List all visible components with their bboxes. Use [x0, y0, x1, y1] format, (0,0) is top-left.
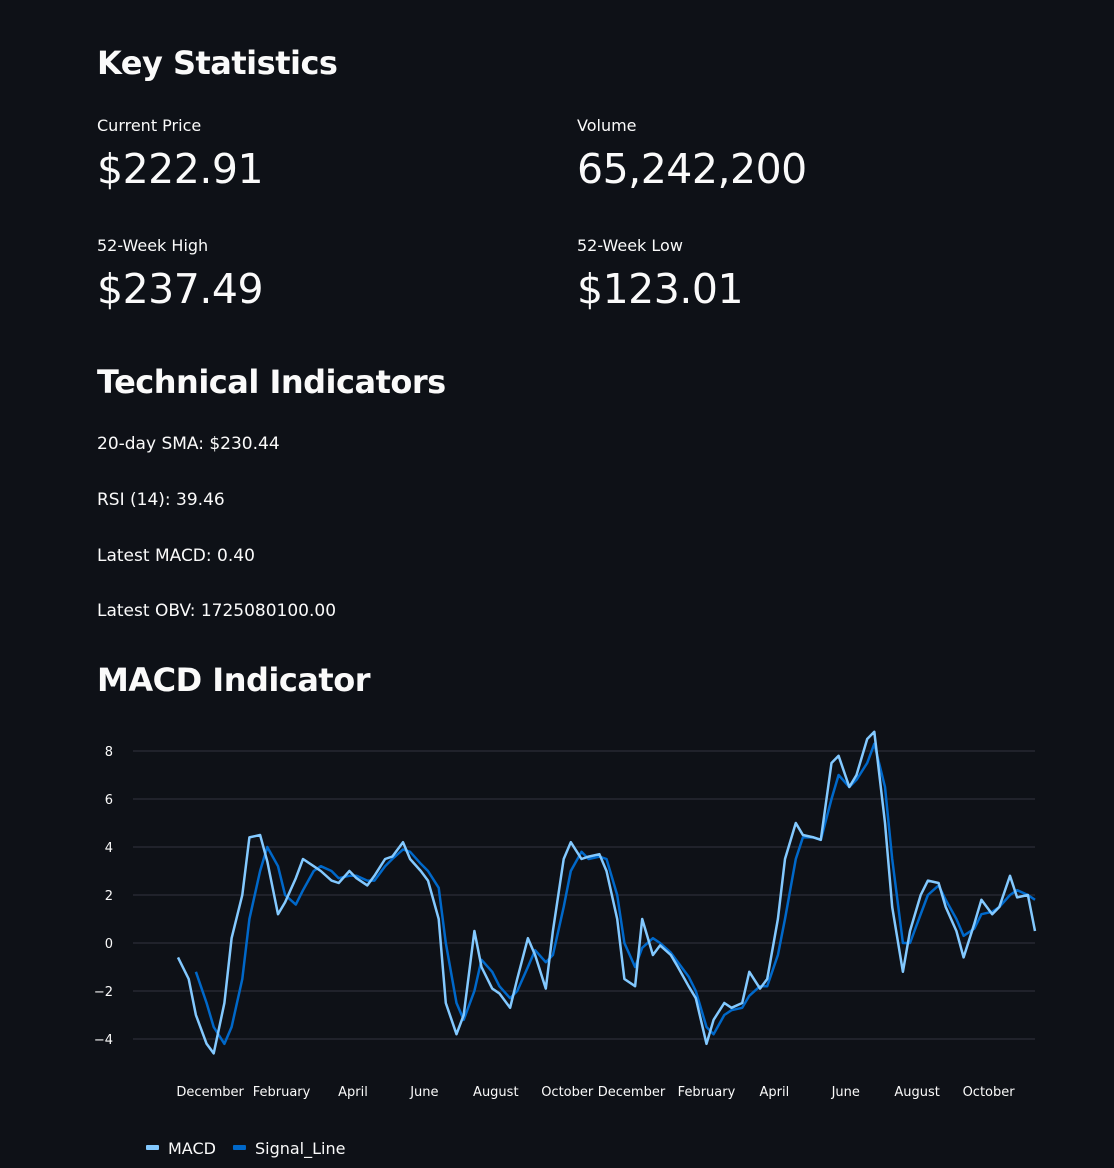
metric-volume: Volume 65,242,200 [577, 116, 807, 193]
indicator-macd: Latest MACD: 0.40 [97, 546, 255, 566]
metric-value: $222.91 [97, 145, 264, 193]
y-tick-label: 8 [105, 745, 113, 760]
legend-item-macd[interactable]: MACD [146, 1139, 216, 1158]
legend-item-signal-line[interactable]: Signal_Line [232, 1139, 346, 1159]
metric-52-week-high: 52-Week High $237.49 [97, 236, 264, 313]
x-tick-label: February [253, 1085, 311, 1100]
y-tick-label: 4 [105, 841, 113, 856]
y-tick-label: 0 [105, 937, 113, 952]
x-tick-label: December [176, 1085, 244, 1100]
metric-value: $123.01 [577, 265, 744, 313]
metric-value: $237.49 [97, 265, 264, 313]
series-line-macd [176, 730, 1037, 1055]
indicator-obv: Latest OBV: 1725080100.00 [97, 601, 337, 621]
x-axis-ticks: December February April June August October De… [176, 1085, 1015, 1100]
chart-gridlines [133, 750, 1035, 1040]
indicator-rsi: RSI (14): 39.46 [97, 490, 225, 510]
macd-indicator-heading: MACD Indicator [97, 661, 370, 699]
x-tick-label: October [541, 1085, 594, 1100]
x-tick-label: February [678, 1085, 736, 1100]
key-statistics-heading: Key Statistics [97, 44, 338, 82]
indicator-sma: 20-day SMA: $230.44 [97, 434, 280, 454]
legend-label: Signal_Line [255, 1139, 346, 1159]
x-tick-label: December [598, 1085, 666, 1100]
metric-label: Volume [577, 116, 637, 135]
y-tick-label: 6 [105, 793, 113, 808]
legend-label: MACD [168, 1139, 216, 1158]
x-tick-label: June [831, 1085, 860, 1100]
metric-label: 52-Week Low [577, 236, 683, 255]
metric-current-price: Current Price $222.91 [97, 116, 264, 193]
x-tick-label: June [409, 1085, 438, 1100]
y-axis-ticks: −4 −2 0 2 4 6 8 [94, 745, 113, 1048]
metric-label: Current Price [97, 116, 202, 135]
metric-52-week-low: 52-Week Low $123.01 [577, 236, 744, 313]
chart-legend[interactable]: MACD Signal_Line [146, 1139, 345, 1159]
x-tick-label: April [759, 1085, 789, 1100]
metric-label: 52-Week High [97, 236, 209, 255]
series-line-signal-line [194, 742, 1036, 1046]
x-tick-label: April [338, 1085, 368, 1100]
chart-series [176, 730, 1037, 1055]
x-tick-label: August [894, 1085, 940, 1100]
metric-value: 65,242,200 [577, 145, 807, 193]
x-tick-label: August [473, 1085, 519, 1100]
y-tick-label: −2 [94, 985, 113, 1000]
legend-swatch [146, 1145, 159, 1150]
y-tick-label: 2 [105, 889, 113, 904]
y-tick-label: −4 [94, 1033, 113, 1048]
legend-swatch [232, 1145, 246, 1150]
x-tick-label: October [963, 1085, 1016, 1100]
technical-indicators-heading: Technical Indicators [97, 363, 446, 401]
